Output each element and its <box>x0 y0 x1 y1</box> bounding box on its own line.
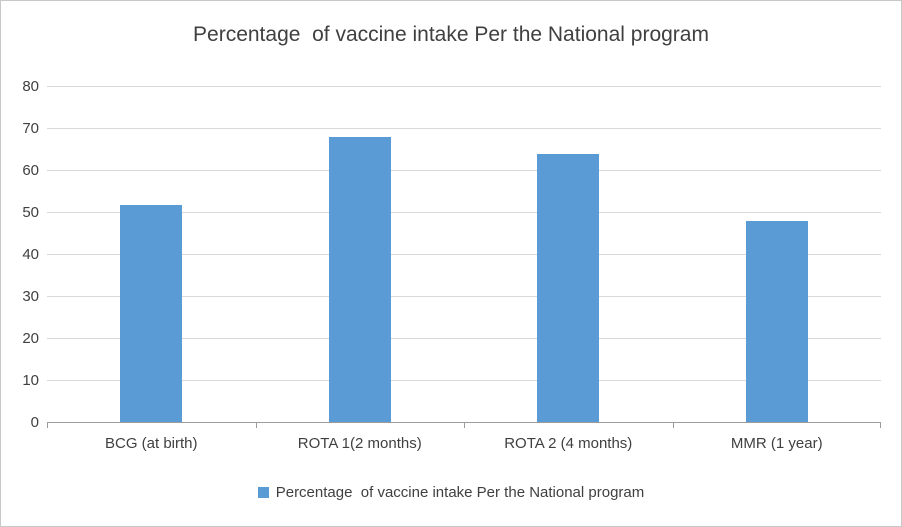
bar-column <box>256 87 465 423</box>
axis-tick <box>880 423 881 428</box>
axis-tick <box>47 423 48 428</box>
axis-tick <box>255 423 257 428</box>
x-axis-labels: BCG (at birth) ROTA 1(2 months) ROTA 2 (4 … <box>47 435 881 452</box>
x-category-label: BCG (at birth) <box>104 435 198 452</box>
bar <box>328 137 391 423</box>
gridline <box>47 338 881 339</box>
x-axis-line <box>47 422 881 423</box>
bars <box>47 87 881 423</box>
y-tick-label: 60 <box>22 162 39 179</box>
plot-row: 0 10 20 30 40 50 60 70 80 <box>9 79 881 431</box>
y-tick-label: 40 <box>22 246 39 263</box>
y-tick-label: 80 <box>22 78 39 95</box>
legend-swatch-icon <box>257 487 269 498</box>
gridline <box>47 254 881 255</box>
gridline <box>47 128 881 129</box>
chart-title: Percentage of vaccine intake Per the Nat… <box>193 23 709 46</box>
axis-tick <box>672 423 674 428</box>
bar-column <box>464 87 673 423</box>
gridline <box>47 296 881 297</box>
bar <box>537 154 600 423</box>
gridline <box>47 212 881 213</box>
y-axis: 0 10 20 30 40 50 60 70 80 <box>9 79 47 431</box>
bar <box>745 221 808 423</box>
bar <box>120 204 183 423</box>
legend-label: Percentage of vaccine intake Per the Nat… <box>275 484 645 501</box>
gridline <box>47 170 881 171</box>
y-tick-label: 70 <box>22 120 39 137</box>
x-category-label: ROTA 2 (4 months) <box>504 435 633 452</box>
x-category-label: ROTA 1(2 months) <box>297 435 422 452</box>
y-tick-label: 10 <box>22 372 39 389</box>
y-tick-label: 50 <box>22 204 39 221</box>
x-category-label: MMR (1 year) <box>730 435 823 452</box>
plot-area <box>47 86 881 428</box>
gridline <box>47 380 881 381</box>
bar-column <box>673 87 882 423</box>
y-tick-label: 20 <box>22 330 39 347</box>
gridline <box>47 86 881 87</box>
y-tick-label: 30 <box>22 288 39 305</box>
legend: Percentage of vaccine intake Per the Nat… <box>1 484 901 501</box>
y-tick-label: 0 <box>30 414 39 431</box>
axis-tick <box>464 423 465 428</box>
bar-column <box>47 87 256 423</box>
